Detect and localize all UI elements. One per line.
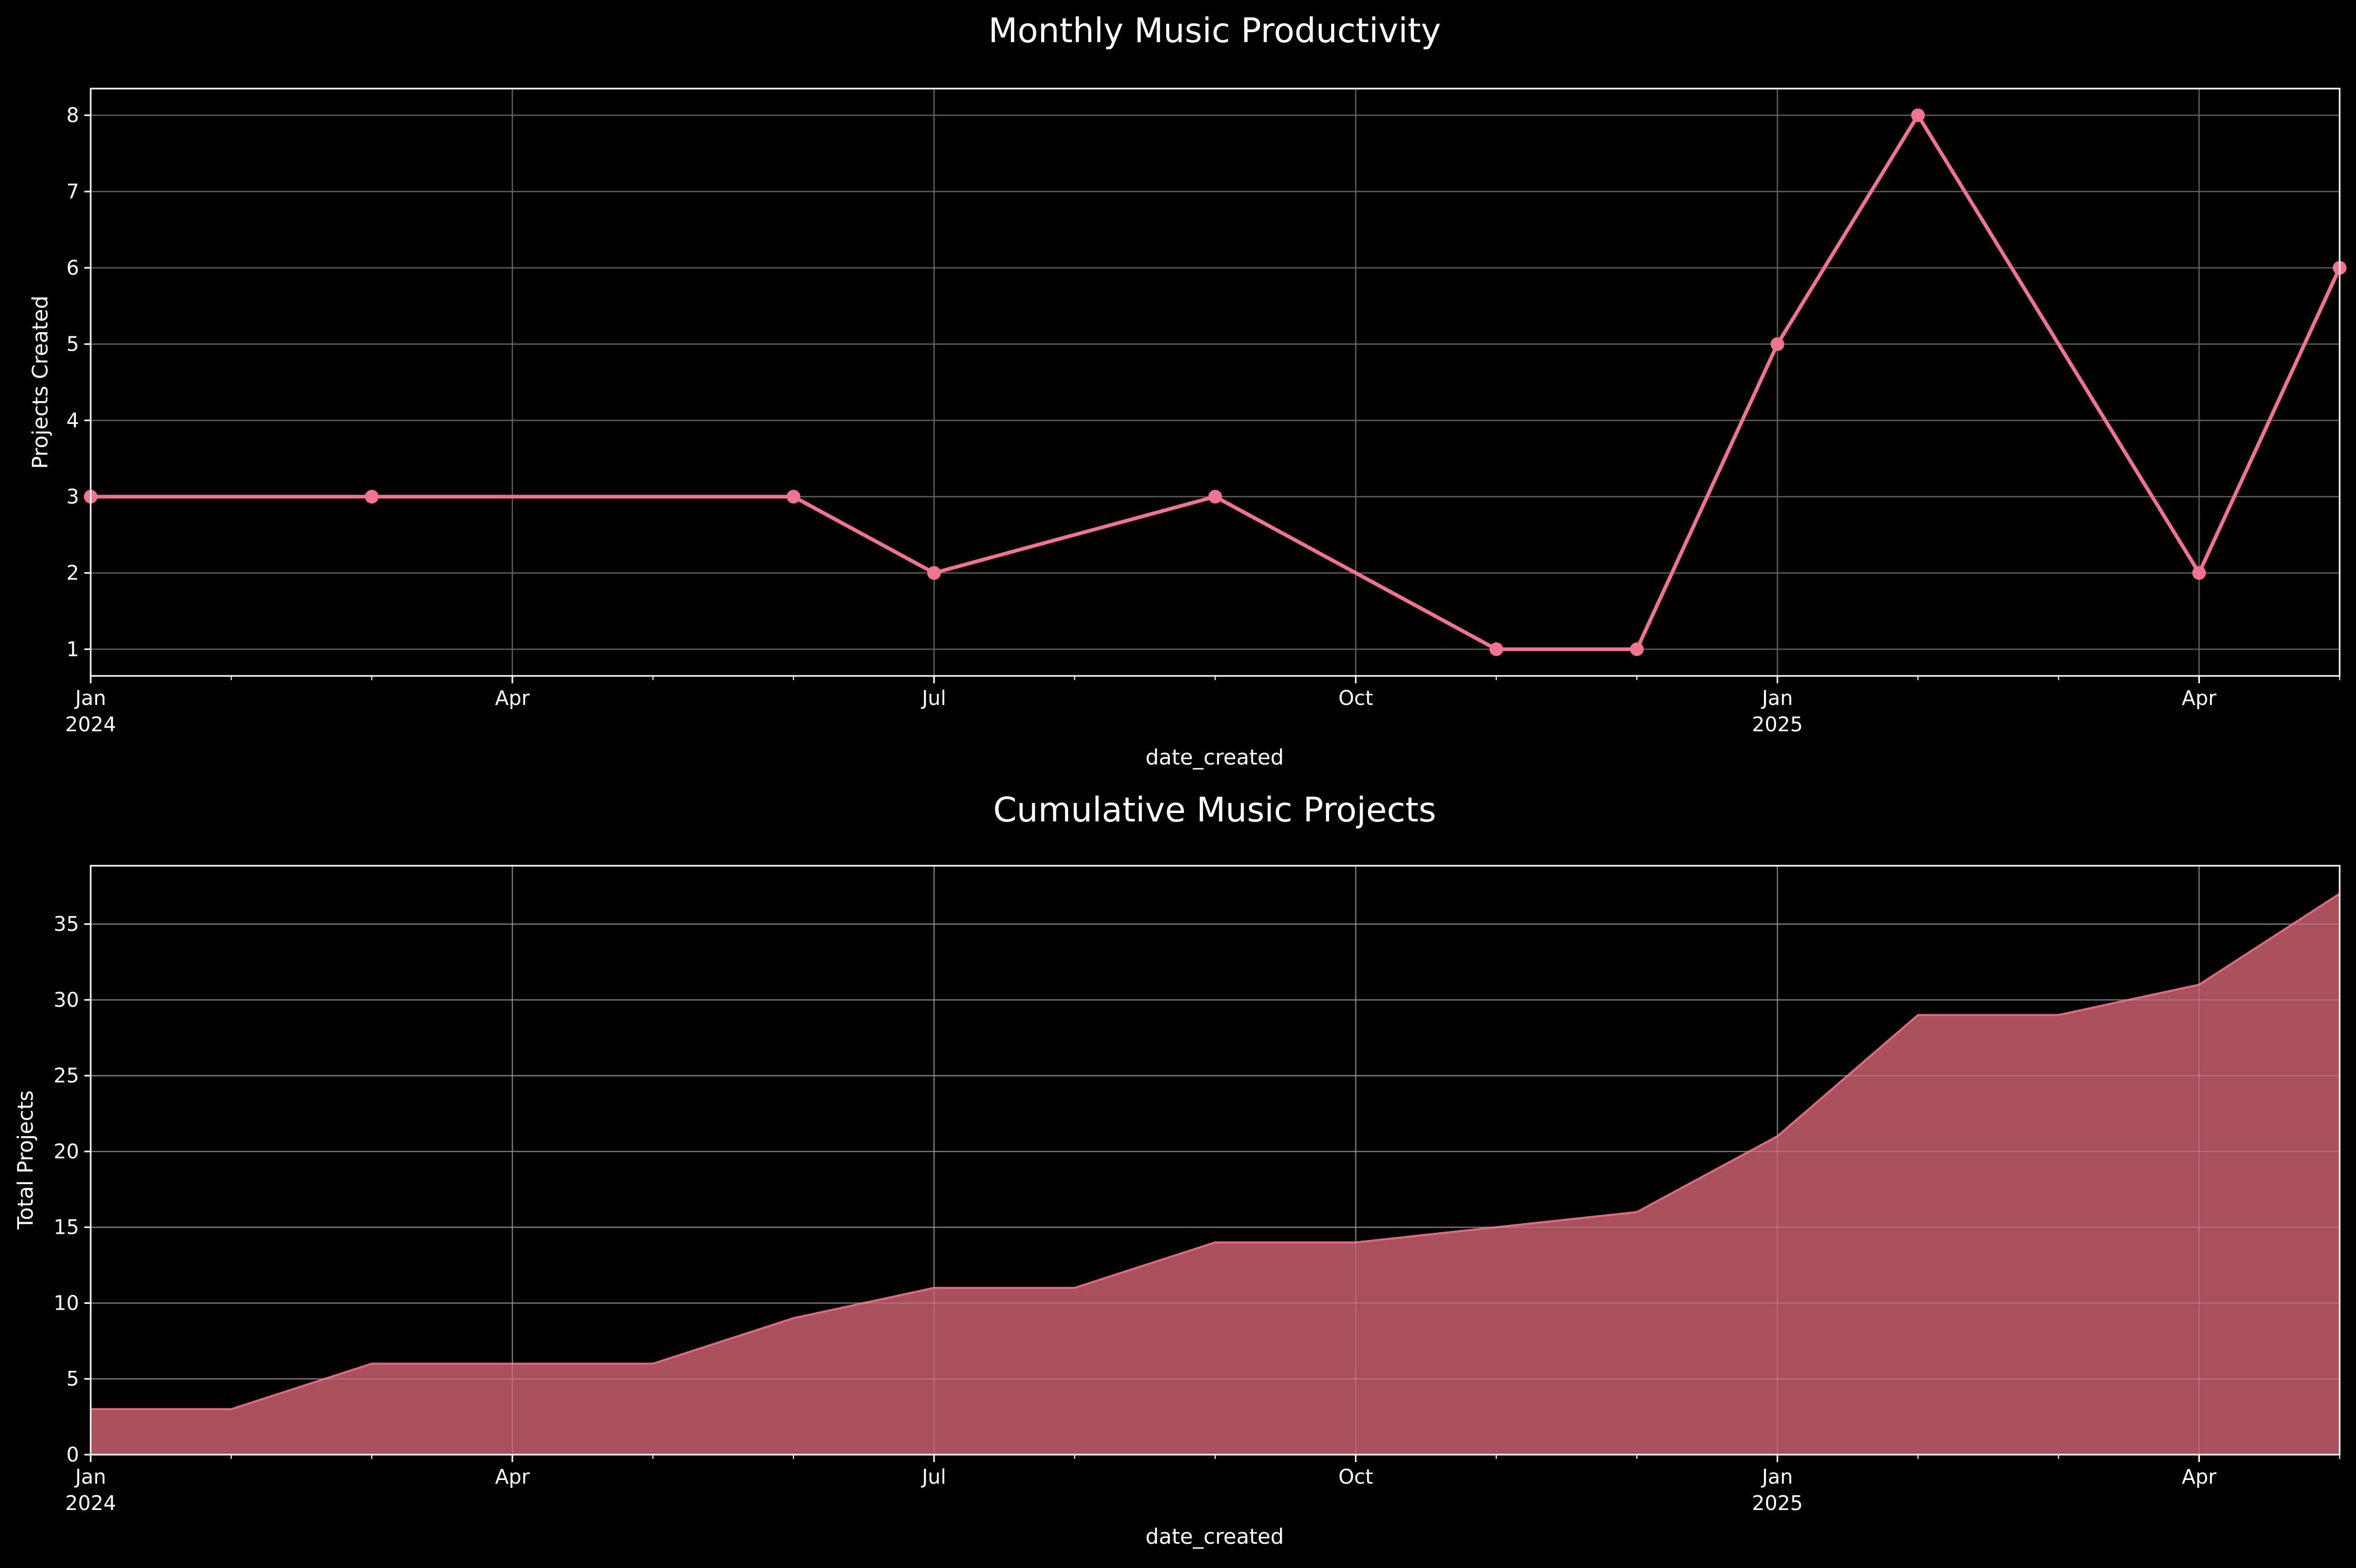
x-axis-label: date_created <box>1146 1525 1284 1549</box>
data-point <box>1489 642 1504 656</box>
chart-title: Monthly Music Productivity <box>988 12 1441 51</box>
data-point <box>1630 642 1644 656</box>
data-point <box>1208 490 1222 504</box>
y-axis-label: Projects Created <box>28 296 53 469</box>
x-tick-year-label: 2025 <box>1752 1492 1803 1515</box>
area-edge-line <box>91 893 2341 1410</box>
panel-monthly-productivity: Monthly Music Productivity Projects Crea… <box>28 12 2347 770</box>
data-point <box>1770 337 1785 351</box>
area-fill <box>91 894 2340 1455</box>
data-point <box>365 490 379 504</box>
x-tick-year-label: 2024 <box>65 713 117 736</box>
y-tick-label: 20 <box>54 1140 79 1163</box>
y-tick-label: 25 <box>54 1064 79 1087</box>
x-tick-label: Jan <box>74 686 106 710</box>
x-tick-label: Jul <box>921 1465 946 1488</box>
plot-area <box>91 89 2340 676</box>
x-tick-label: Apr <box>495 686 530 710</box>
y-tick-label: 3 <box>66 485 79 508</box>
data-point <box>2192 566 2206 580</box>
x-tick-label: Jul <box>921 686 946 710</box>
axes-frame <box>90 865 2341 1456</box>
axes-frame <box>90 88 2341 677</box>
x-tick-label: Apr <box>2182 1465 2217 1488</box>
x-tick-label: Apr <box>495 1465 530 1488</box>
x-axis-label: date_created <box>1146 746 1284 770</box>
x-tick-label: Jan <box>1761 686 1793 710</box>
y-tick-label: 10 <box>54 1291 79 1314</box>
chart-title: Cumulative Music Projects <box>993 791 1436 830</box>
x-tick-label: Jan <box>1761 1465 1793 1488</box>
x-tick-label: Apr <box>2182 686 2217 710</box>
y-tick-label: 1 <box>66 637 79 661</box>
y-tick-label: 30 <box>54 988 79 1011</box>
y-tick-label: 7 <box>66 180 79 203</box>
y-tick-label: 6 <box>66 256 79 279</box>
x-tick-year-label: 2025 <box>1752 713 1803 736</box>
y-tick-label: 8 <box>66 104 79 127</box>
y-tick-label: 4 <box>66 409 79 432</box>
x-tick-label: Jan <box>74 1465 106 1488</box>
data-point <box>1911 108 1925 122</box>
y-tick-label: 2 <box>66 562 79 585</box>
y-tick-label: 0 <box>66 1443 79 1466</box>
data-point <box>927 566 941 580</box>
x-tick-year-label: 2024 <box>65 1492 117 1515</box>
y-tick-label: 5 <box>66 333 79 356</box>
x-tick-label: Oct <box>1339 1465 1373 1488</box>
y-tick-label: 35 <box>54 913 79 936</box>
y-tick-label: 15 <box>54 1216 79 1239</box>
data-point <box>787 490 801 504</box>
y-axis-label: Total Projects <box>14 1090 38 1230</box>
x-tick-label: Oct <box>1339 686 1373 710</box>
y-tick-label: 5 <box>66 1367 79 1390</box>
panel-cumulative-projects: Cumulative Music Projects Total Projects… <box>14 791 2341 1549</box>
